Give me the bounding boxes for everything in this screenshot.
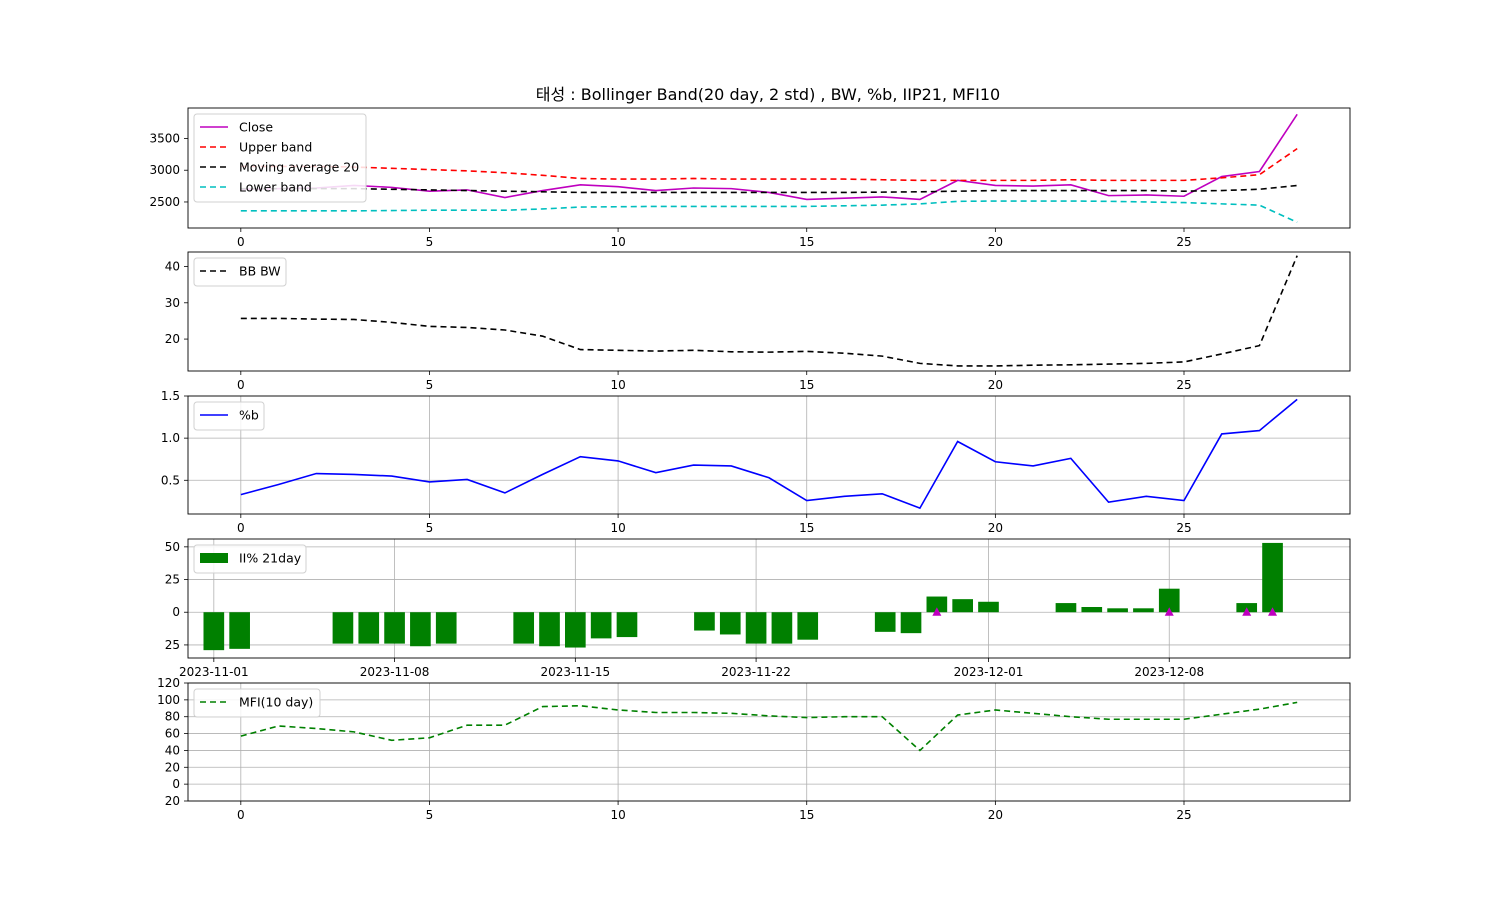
y-tick-label: 20 [165,760,180,774]
x-tick-label: 25 [1176,235,1191,249]
x-tick-label: 2023-11-01 [179,665,249,679]
bar [978,602,999,612]
bar [720,612,741,634]
y-tick-label: 1.5 [161,389,180,403]
x-tick-label: 0 [237,378,245,392]
y-tick-label: 1.0 [161,431,180,445]
x-tick-label: 0 [237,235,245,249]
y-tick-label: 0.5 [161,473,180,487]
y-tick-label: 3500 [149,131,180,145]
bar [410,612,431,646]
x-tick-label: 10 [610,235,625,249]
x-tick-label: 25 [1176,808,1191,822]
bar [797,612,818,639]
x-tick-label: 25 [1176,521,1191,535]
legend-swatch [200,553,228,563]
x-tick-label: 15 [799,235,814,249]
bar [901,612,922,633]
bar [358,612,379,643]
legend-label: BB BW [239,264,281,279]
x-tick-label: 20 [988,521,1003,535]
x-tick-label: 2023-11-15 [540,665,610,679]
x-tick-label: 10 [610,521,625,535]
x-tick-label: 10 [610,808,625,822]
bar [1107,608,1128,612]
bar [746,612,767,643]
legend-label: Moving average 20 [239,160,359,175]
x-tick-label: 5 [426,808,434,822]
y-tick-label: 20 [165,794,180,808]
y-tick-label: 3000 [149,163,180,177]
x-tick-label: 2023-12-01 [954,665,1024,679]
x-tick-label: 25 [1176,378,1191,392]
x-tick-label: 20 [988,808,1003,822]
bar [384,612,405,643]
y-tick-label: 2500 [149,195,180,209]
legend-label: Upper band [239,140,312,155]
y-tick-label: 0 [172,605,180,619]
y-tick-label: 60 [165,727,180,741]
bar [1262,543,1283,612]
bar [617,612,638,637]
y-tick-label: 120 [157,676,180,690]
x-tick-label: 2023-11-08 [360,665,430,679]
y-tick-label: 50 [165,540,180,554]
bar [1133,608,1154,612]
legend-label: II% 21day [239,551,302,566]
chart-title: 태성 : Bollinger Band(20 day, 2 std) , BW,… [536,85,1000,104]
bar [436,612,457,643]
bar [772,612,793,643]
y-tick-label: 40 [165,743,180,757]
y-tick-label: 80 [165,710,180,724]
bar [203,612,224,650]
bar [565,612,586,647]
x-tick-label: 10 [610,378,625,392]
x-tick-label: 5 [426,521,434,535]
x-tick-label: 15 [799,808,814,822]
x-tick-label: 15 [799,378,814,392]
x-tick-label: 0 [237,521,245,535]
legend-label: Lower band [239,180,312,195]
x-tick-label: 20 [988,378,1003,392]
bar [229,612,250,649]
legend-label: MFI(10 day) [239,695,313,710]
x-tick-label: 0 [237,808,245,822]
y-tick-label: 25 [165,638,180,652]
y-tick-label: 40 [165,260,180,274]
bar [1056,603,1077,612]
legend-label: %b [239,408,259,423]
bar [952,599,973,612]
x-tick-label: 20 [988,235,1003,249]
x-tick-label: 15 [799,521,814,535]
bar [513,612,534,643]
bar [333,612,354,643]
y-tick-label: 100 [157,693,180,707]
x-tick-label: 2023-11-22 [721,665,791,679]
x-tick-label: 5 [426,235,434,249]
y-tick-label: 0 [172,777,180,791]
bar [1081,607,1102,612]
y-tick-label: 20 [165,332,180,346]
bar [694,612,715,630]
bar [539,612,560,646]
x-tick-label: 2023-12-08 [1134,665,1204,679]
x-tick-label: 5 [426,378,434,392]
bar [591,612,612,638]
y-tick-label: 25 [165,573,180,587]
legend-label: Close [239,120,273,135]
bar [875,612,896,632]
y-tick-label: 30 [165,296,180,310]
